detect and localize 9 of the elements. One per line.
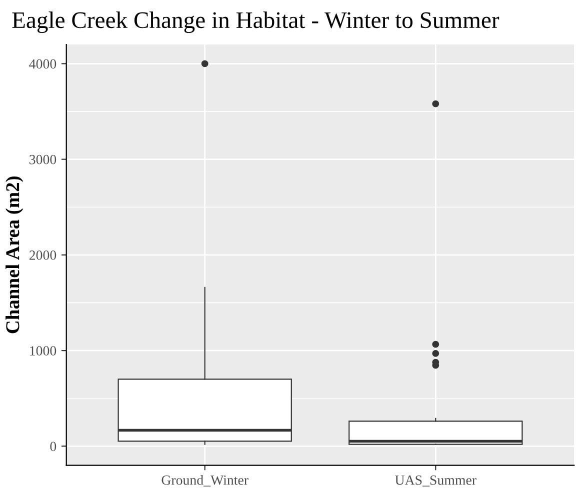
y-tick-label: 1000 bbox=[30, 346, 56, 356]
chart-title: Eagle Creek Change in Habitat - Winter to Summer bbox=[12, 12, 500, 34]
x-tick-label: UAS_Summer bbox=[395, 475, 476, 486]
y-tick-label: 4000 bbox=[29, 59, 56, 69]
x-tick-label: Ground_Winter bbox=[162, 475, 248, 486]
y-tick-label: 3000 bbox=[30, 154, 56, 164]
y-tick-label: 2000 bbox=[29, 250, 56, 260]
y-tick-label: 0 bbox=[50, 442, 56, 452]
y-axis-title: Channel Area (m2) bbox=[6, 176, 24, 334]
